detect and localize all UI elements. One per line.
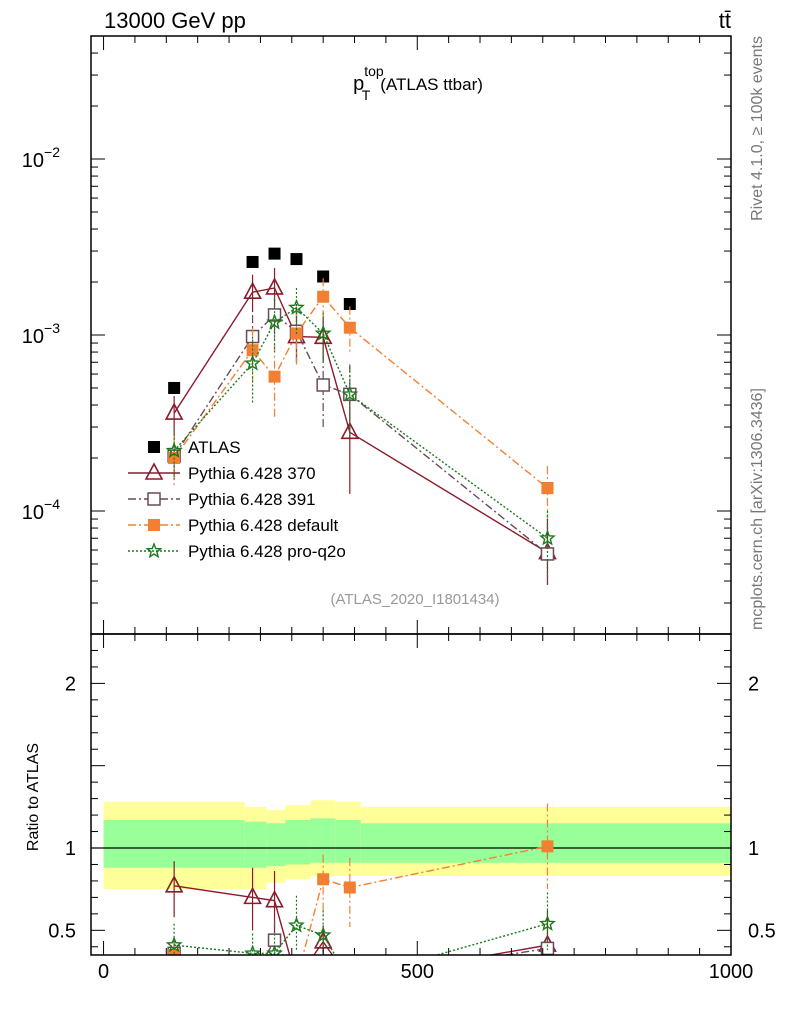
- series-line-pythia-6-428-370: [173, 287, 548, 554]
- data-point-pythia-6-428-pro-q2o: [266, 313, 284, 330]
- data-point-pythia-6-428-default: [343, 321, 356, 334]
- chart-title-sub: T: [362, 87, 371, 103]
- header-process: 13000 GeV pp: [104, 8, 246, 33]
- side-rivet-label: Rivet 4.1.0, ≥ 100k events: [749, 36, 766, 221]
- ratio-point-pythia-6-428-370: [265, 889, 284, 908]
- ratio-plot-frame: [90, 633, 732, 956]
- data-point-pythia-6-428-370: [265, 277, 284, 295]
- data-point-pythia-6-428-370: [243, 281, 262, 300]
- data-point-pythia-6-428-default: [317, 290, 330, 303]
- main-ytick-label: 10−3: [22, 320, 60, 348]
- analysis-id: (ATLAS_2020_I1801434): [330, 591, 499, 608]
- data-point-pythia-6-428-default: [268, 370, 281, 383]
- ratio-band-inner: [335, 820, 361, 863]
- legend-marker-pythia-6-428-370: [144, 462, 164, 480]
- chart-title-suffix: (ATLAS ttbar): [380, 75, 483, 94]
- legend: ATLAS Pythia 6.428 370 Pythia 6.428 391 Pyt…: [128, 438, 346, 561]
- xtick-label: 0: [98, 961, 109, 983]
- data-point-pythia-6-428-391: [540, 547, 555, 561]
- ratio-point-pythia-6-428-370: [288, 971, 304, 986]
- ratio-point-pythia-6-428-default: [269, 974, 281, 986]
- ratio-ytick-label-left: 0.5: [48, 920, 76, 942]
- data-point-pythia-6-428-pro-q2o: [314, 324, 332, 341]
- xtick-label: 1000: [709, 961, 754, 983]
- ratio-point-pythia-6-428-391: [344, 974, 356, 986]
- ratio-point-pythia-6-428-370: [243, 886, 262, 905]
- chart-title-main: p: [353, 73, 364, 95]
- legend-label-atlas: ATLAS: [188, 438, 241, 457]
- ratio-point-pythia-6-428-default: [541, 840, 554, 853]
- data-point-atlas: [268, 247, 281, 260]
- ratio-ytick-label-right: 1: [748, 838, 759, 860]
- series-line-pythia-6-428-pro-q2o: [173, 306, 548, 539]
- ratio-point-pythia-6-428-391: [267, 933, 282, 947]
- ratio-point-pythia-6-428-pro-q2o: [165, 936, 183, 953]
- data-point-atlas: [290, 253, 303, 266]
- ratio-point-pythia-6-428-370: [164, 875, 184, 893]
- ratio-point-pythia-6-428-default: [290, 974, 302, 986]
- ratio-point-pythia-6-428-pro-q2o: [538, 914, 556, 932]
- data-point-pythia-6-428-pro-q2o: [341, 385, 359, 402]
- ratio-ytick-label-left: 2: [65, 673, 76, 695]
- ratio-line-pythia-6-428-391: [173, 938, 548, 955]
- legend-marker-pythia-6-428-default: [148, 519, 160, 531]
- data-point-pythia-6-428-370: [340, 421, 360, 440]
- chart-title-sup: top: [364, 63, 384, 79]
- data-point-pythia-6-428-pro-q2o: [538, 529, 556, 546]
- ratio-band-inner: [266, 823, 286, 867]
- legend-marker-pythia-6-428-pro-q2o: [145, 542, 163, 559]
- ratio-point-pythia-6-428-pro-q2o: [244, 944, 262, 955]
- data-point-pythia-6-428-default: [541, 482, 554, 495]
- data-point-pythia-6-428-370: [313, 326, 333, 345]
- data-point-pythia-6-428-391: [316, 378, 330, 392]
- ratio-point-pythia-6-428-391: [247, 974, 259, 986]
- data-point-atlas: [343, 298, 356, 311]
- ratio-point-pythia-6-428-391: [290, 974, 302, 986]
- data-point-pythia-6-428-pro-q2o: [244, 354, 262, 371]
- legend-label-pythia-6-428-391: Pythia 6.428 391: [188, 490, 316, 509]
- ratio-band-inner: [103, 820, 245, 868]
- ratio-line-pythia-6-428-370: [174, 885, 548, 955]
- ratio-ytick-label-left: 1: [65, 838, 76, 860]
- ratio-point-pythia-6-428-pro-q2o: [287, 916, 305, 933]
- ratio-point-pythia-6-428-default: [343, 881, 356, 894]
- ratio-point-pythia-6-428-391: [540, 941, 555, 955]
- ratio-point-pythia-6-428-pro-q2o: [314, 926, 332, 943]
- legend-label-pythia-6-428-default: Pythia 6.428 default: [188, 516, 339, 535]
- side-mcplots-label: mcplots.cern.ch [arXiv:1306.3436]: [749, 388, 766, 630]
- ratio-point-pythia-6-428-pro-q2o: [266, 944, 284, 955]
- main-plot-frame: [90, 35, 732, 635]
- ratio-point-pythia-6-428-391: [317, 974, 329, 986]
- header-final-state: tt̄: [719, 8, 731, 33]
- ratio-ytick-label-right: 2: [748, 673, 759, 695]
- ratio-band-inner: [244, 821, 267, 868]
- ratio-point-pythia-6-428-pro-q2o: [343, 973, 356, 986]
- ratio-band-inner: [285, 820, 311, 865]
- legend-label-pythia-6-428-370: Pythia 6.428 370: [188, 464, 316, 483]
- data-point-atlas: [246, 255, 259, 268]
- ratio-point-pythia-6-428-370: [342, 971, 358, 986]
- ratio-point-pythia-6-428-default: [317, 873, 330, 886]
- ratio-point-pythia-6-428-default: [247, 974, 259, 986]
- ratio-line-pythia-6-428-pro-q2o: [174, 923, 548, 955]
- legend-marker-atlas: [148, 441, 160, 453]
- ratio-ylabel: Ratio to ATLAS: [25, 743, 42, 851]
- chart-title: ptop T (ATLAS ttbar): [353, 63, 483, 103]
- legend-label-pythia-6-428-pro-q2o: Pythia 6.428 pro-q2o: [188, 542, 346, 561]
- xtick-label: 500: [401, 961, 434, 983]
- data-point-pythia-6-428-pro-q2o: [287, 298, 305, 315]
- main-ytick-label: 10−2: [22, 144, 60, 172]
- data-point-pythia-6-428-370: [164, 402, 184, 420]
- data-point-pythia-6-428-pro-q2o: [165, 441, 183, 459]
- ratio-ytick-label-right: 0.5: [748, 920, 776, 942]
- legend-marker-pythia-6-428-391: [147, 492, 161, 506]
- data-point-atlas: [317, 270, 330, 283]
- data-point-atlas: [168, 381, 181, 394]
- main-ytick-label: 10−4: [22, 496, 60, 524]
- series-line-pythia-6-428-default: [173, 295, 548, 489]
